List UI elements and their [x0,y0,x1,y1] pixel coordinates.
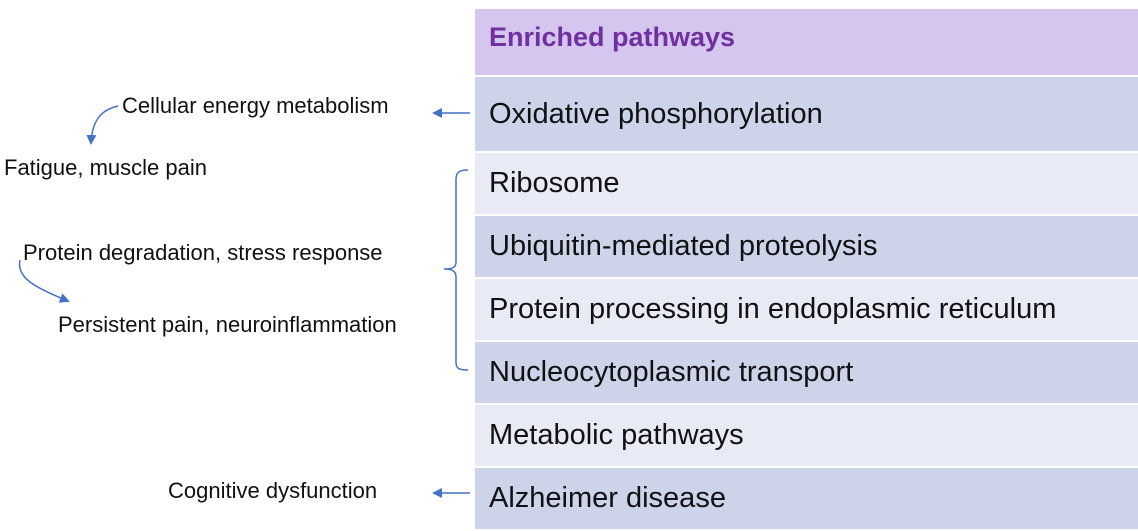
annotation-persistent-pain: Persistent pain, neuroinflammation [58,312,397,337]
pathway-label: Oxidative phosphorylation [489,97,823,130]
pathway-row-ribosome: Ribosome [475,153,1138,216]
annotation-fatigue: Fatigue, muscle pain [4,155,207,180]
group-bracket [443,169,469,371]
pathway-row-metabolic-pathways: Metabolic pathways [475,405,1138,468]
table-header-label: Enriched pathways [489,21,736,52]
pathway-row-ubiquitin-proteolysis: Ubiquitin-mediated proteolysis [475,216,1138,279]
table-header: Enriched pathways [475,9,1138,77]
pathway-row-protein-processing: Protein processing in endoplasmic reticu… [475,279,1138,342]
pathway-label: Metabolic pathways [489,419,744,451]
annotation-protein-degradation: Protein degradation, stress response [23,240,383,265]
arrow-degradation-to-pain [18,259,70,303]
pathway-label: Ribosome [489,167,620,199]
pathway-label: Ubiquitin-mediated proteolysis [489,230,878,262]
pathway-label: Nucleocytoplasmic transport [489,356,854,388]
pathway-row-nucleocytoplasmic-transport: Nucleocytoplasmic transport [475,342,1138,405]
annotation-cellular-energy: Cellular energy metabolism [122,93,389,118]
enriched-pathways-table: Enriched pathways Oxidative phosphorylat… [475,9,1138,531]
pathway-row-oxidative-phosphorylation: Oxidative phosphorylation [475,77,1138,153]
arrow-energy-to-fatigue [86,105,119,145]
pathway-label: Protein processing in endoplasmic reticu… [489,293,1057,325]
pathway-label: Alzheimer disease [489,482,726,514]
annotation-cognitive: Cognitive dysfunction [168,478,378,503]
